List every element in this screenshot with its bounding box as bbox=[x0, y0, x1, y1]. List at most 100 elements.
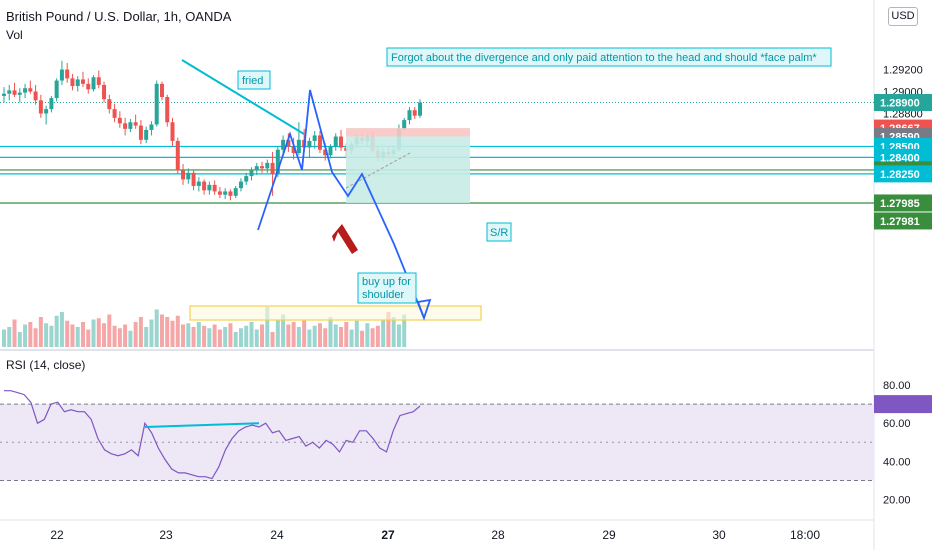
candle-body bbox=[228, 191, 233, 196]
candle-body bbox=[159, 83, 164, 98]
candle-body bbox=[339, 136, 344, 148]
candle-body bbox=[202, 181, 207, 191]
volume-bar bbox=[154, 309, 159, 347]
candle-body bbox=[165, 97, 170, 123]
head-shoulders-pattern bbox=[257, 89, 425, 319]
rsi-value-badge bbox=[874, 395, 932, 414]
candle-body bbox=[270, 162, 275, 174]
note-box bbox=[386, 47, 832, 67]
note-text: Forgot about the divergence and only pai… bbox=[391, 52, 817, 64]
rsi-line bbox=[4, 390, 421, 480]
volume-bar bbox=[339, 327, 344, 347]
candle-body bbox=[223, 191, 228, 195]
volume-bar bbox=[102, 323, 107, 347]
volume-label: Vol bbox=[6, 28, 23, 42]
candle-body bbox=[91, 77, 96, 90]
volume-bar bbox=[149, 319, 154, 347]
candle-body bbox=[38, 100, 43, 114]
time-tick-label: 27 bbox=[381, 528, 395, 542]
volume-bar bbox=[312, 325, 317, 347]
sr-text: S/R bbox=[490, 227, 508, 239]
volume-bar bbox=[275, 319, 280, 347]
volume-bar bbox=[86, 329, 91, 347]
volume-bar bbox=[244, 325, 249, 347]
candle-body bbox=[249, 170, 254, 177]
candle-body bbox=[65, 69, 70, 79]
volume-bar bbox=[128, 330, 133, 347]
candle-body bbox=[96, 77, 101, 85]
volume-bar bbox=[12, 319, 17, 347]
candle-body bbox=[307, 140, 312, 148]
candle-body bbox=[217, 191, 222, 195]
volume-bar bbox=[238, 328, 243, 347]
time-tick-label: 30 bbox=[712, 528, 726, 542]
volume-bar bbox=[333, 324, 338, 347]
candle-body bbox=[412, 110, 417, 116]
candle-body bbox=[281, 139, 286, 150]
volume-bar bbox=[65, 320, 70, 347]
volume-bar bbox=[75, 327, 80, 347]
candle-body bbox=[265, 162, 270, 169]
chart-title: British Pound / U.S. Dollar, 1h, OANDA bbox=[6, 9, 232, 24]
volume-bar bbox=[186, 323, 191, 347]
axes: 80.0060.0040.0020.001.292001.290001.2880… bbox=[50, 65, 932, 542]
candle-body bbox=[333, 136, 338, 147]
volume-bar bbox=[296, 327, 301, 347]
volume-bar bbox=[70, 324, 75, 347]
volume-bar bbox=[80, 322, 85, 347]
volume-bar bbox=[349, 329, 354, 347]
volume-bar bbox=[91, 319, 96, 347]
rsi-panel bbox=[0, 390, 932, 481]
candle-body bbox=[44, 109, 49, 114]
volume-bar bbox=[23, 324, 28, 347]
rsi-band bbox=[0, 404, 874, 481]
candle-body bbox=[54, 80, 59, 99]
volume-bar bbox=[123, 324, 128, 347]
volume-bar bbox=[59, 312, 64, 347]
volume-bar bbox=[386, 312, 391, 347]
time-tick-label: 29 bbox=[602, 528, 616, 542]
volume-bar bbox=[44, 323, 49, 347]
candle-body bbox=[407, 110, 412, 121]
sr-box bbox=[486, 222, 512, 242]
take-profit-zone bbox=[346, 136, 470, 203]
price-tick-label: 1.29200 bbox=[883, 65, 923, 77]
candle-body bbox=[312, 135, 317, 141]
price-badge bbox=[874, 94, 932, 111]
volume-bar bbox=[223, 327, 228, 347]
volume-bar bbox=[170, 320, 175, 347]
candle-body bbox=[128, 122, 133, 129]
volume-bar bbox=[28, 322, 33, 347]
candle-body bbox=[418, 102, 422, 116]
candle-body bbox=[138, 125, 143, 140]
volume-bar bbox=[254, 329, 259, 347]
time-tick-label: 28 bbox=[491, 528, 505, 542]
rsi-tick-label: 80.00 bbox=[883, 380, 911, 392]
time-tick-label: 23 bbox=[159, 528, 173, 542]
candle-body bbox=[286, 139, 291, 147]
volume-bar bbox=[354, 320, 359, 347]
volume-bar bbox=[291, 322, 296, 347]
volume-bar bbox=[344, 322, 349, 347]
drawing-overlays: Forgot about the divergence and only pai… bbox=[181, 47, 832, 321]
candle-body bbox=[254, 166, 259, 171]
candle-body bbox=[154, 83, 159, 125]
price-badge bbox=[874, 165, 932, 183]
volume-bar bbox=[207, 328, 212, 347]
candle-body bbox=[196, 181, 201, 186]
volume-bar bbox=[391, 317, 396, 347]
candle-body bbox=[144, 129, 149, 140]
volume-bar bbox=[133, 322, 138, 347]
candle-body bbox=[28, 88, 33, 92]
currency-button[interactable]: USD bbox=[888, 7, 918, 26]
candle-body bbox=[59, 69, 64, 81]
candle-body bbox=[175, 140, 180, 171]
rsi-title: RSI (14, close) bbox=[6, 358, 86, 372]
candle-body bbox=[191, 172, 196, 186]
candle-body bbox=[33, 91, 38, 101]
rsi-divergence-line bbox=[144, 422, 260, 429]
candle-body bbox=[23, 88, 28, 93]
volume-bar bbox=[328, 317, 333, 347]
price-badge-label: 1.27985 bbox=[880, 198, 920, 210]
